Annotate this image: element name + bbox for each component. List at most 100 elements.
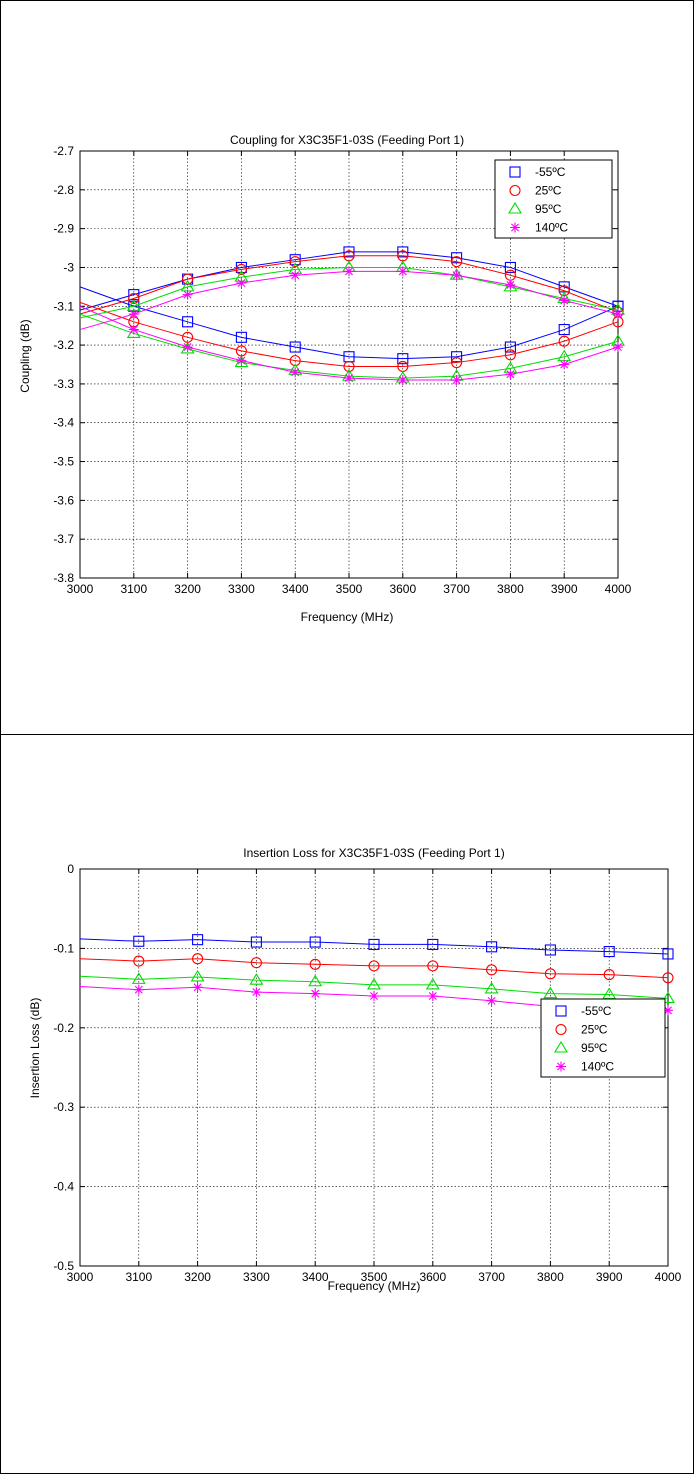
data-point	[602, 987, 617, 1000]
y-tick-label: -0.4	[53, 1180, 74, 1194]
data-point	[344, 266, 354, 277]
data-point	[486, 995, 497, 1006]
series-line	[79, 938, 669, 955]
data-point	[663, 1005, 673, 1016]
x-tick-label: 3600	[389, 582, 416, 596]
data-point	[289, 256, 301, 268]
data-point	[427, 991, 438, 1002]
y-axis-label: Insertion Loss (dB)	[28, 998, 42, 1099]
legend-marker	[556, 1061, 566, 1072]
series	[79, 301, 624, 372]
y-tick-label: -2.9	[53, 222, 74, 236]
coupling-chart-panel: Coupling for X3C35F1-03S (Feeding Port 1…	[0, 0, 694, 735]
data-point	[661, 991, 675, 1003]
y-tick-label: -3	[63, 260, 74, 274]
series	[79, 969, 675, 1003]
legend-marker	[508, 201, 522, 214]
data-point	[558, 335, 570, 347]
x-tick-label: 3100	[120, 582, 147, 596]
data-point	[369, 991, 379, 1002]
data-point	[344, 373, 354, 384]
series	[79, 250, 624, 318]
x-tick-label: 3300	[228, 582, 255, 596]
data-point	[559, 295, 570, 306]
data-point	[236, 355, 247, 366]
data-point	[343, 360, 355, 372]
coupling-chart: Coupling for X3C35F1-03S (Feeding Port 1…	[18, 133, 632, 624]
data-point	[486, 941, 498, 953]
series	[79, 313, 625, 383]
data-point	[544, 968, 556, 980]
y-tick-label: -2.8	[53, 183, 74, 197]
legend-label: -55ºC	[535, 165, 566, 179]
series	[79, 246, 624, 312]
x-tick-label: 3900	[596, 1270, 623, 1284]
legend-label: 95ºC	[535, 202, 562, 216]
data-point	[128, 292, 140, 305]
x-tick-label: 3100	[125, 1270, 152, 1284]
data-point	[289, 355, 301, 367]
data-point	[343, 246, 355, 258]
x-tick-label: 3000	[67, 1270, 94, 1284]
x-tick-label: 3500	[361, 1270, 388, 1284]
data-point	[613, 309, 623, 320]
x-tick-label: 3800	[537, 1270, 564, 1284]
series-line	[79, 975, 669, 999]
data-point	[190, 969, 205, 982]
data-point	[192, 982, 203, 993]
y-tick-label: -3.1	[53, 299, 74, 313]
data-point	[451, 351, 463, 363]
legend-marker	[555, 1023, 567, 1036]
series	[79, 266, 623, 331]
series	[79, 260, 625, 319]
data-point	[290, 270, 301, 281]
x-tick-label: 4000	[655, 1270, 682, 1284]
data-point	[128, 309, 139, 320]
data-point	[133, 935, 145, 947]
legend-marker	[554, 1040, 568, 1053]
data-point	[368, 938, 380, 950]
data-point	[236, 277, 247, 288]
data-point	[310, 988, 321, 999]
legend-marker	[509, 166, 521, 178]
x-axis-label: Frequency (MHz)	[328, 1279, 421, 1293]
y-tick-label: -3.4	[53, 416, 74, 430]
data-point	[235, 331, 247, 343]
legend-label: 140ºC	[535, 221, 568, 235]
y-tick-label: -0.1	[53, 941, 74, 955]
x-tick-label: 3400	[302, 1270, 329, 1284]
x-tick-label: 3800	[497, 582, 524, 596]
data-point	[128, 324, 139, 335]
x-tick-label: 4000	[605, 582, 632, 596]
series-line	[79, 286, 619, 360]
data-point	[182, 273, 194, 285]
x-tick-label: 3700	[443, 582, 470, 596]
x-tick-label: 3200	[184, 1270, 211, 1284]
data-point	[397, 266, 408, 277]
data-point	[251, 987, 262, 998]
legend: -55ºC 25ºC 95ºC 140ºC	[540, 998, 666, 1078]
series-line	[79, 301, 619, 367]
y-tick-label: -0.5	[53, 1259, 74, 1273]
legend-label: 95ºC	[581, 1041, 608, 1055]
data-point	[484, 981, 499, 994]
data-point	[309, 936, 321, 948]
legend-label: -55ºC	[581, 1004, 612, 1018]
data-point	[290, 367, 301, 378]
legend-label: 25ºC	[581, 1023, 608, 1037]
data-point	[427, 960, 439, 972]
x-tick-label: 3400	[282, 582, 309, 596]
series	[79, 934, 674, 960]
data-point	[504, 261, 516, 274]
data-point	[397, 375, 408, 386]
series-line	[79, 958, 669, 979]
y-tick-label: -3.2	[53, 338, 74, 352]
y-tick-label: -3.6	[53, 493, 74, 507]
data-point	[451, 252, 463, 264]
series	[79, 305, 623, 386]
legend-marker	[510, 222, 520, 233]
y-tick-label: -3.8	[53, 571, 74, 585]
data-point	[133, 955, 145, 967]
insertion-loss-chart-panel: Insertion Loss for X3C35F1-03S (Feeding …	[0, 734, 694, 1474]
